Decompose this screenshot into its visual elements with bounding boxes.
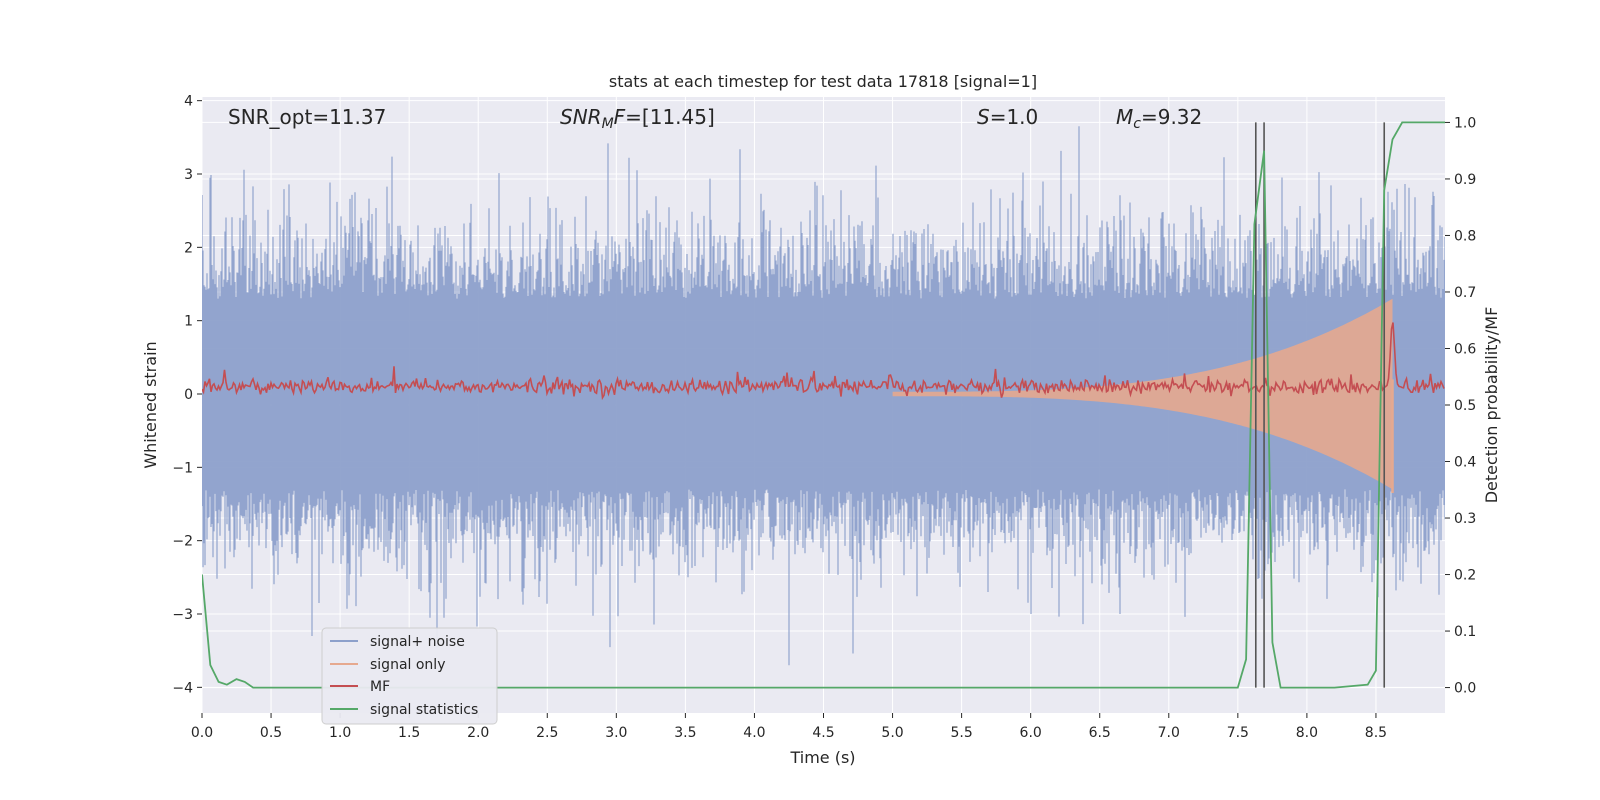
y2-tick-label: 1.0 xyxy=(1454,115,1476,131)
legend-label-signal-statistics: signal statistics xyxy=(370,702,478,718)
y-tick-label: 3 xyxy=(184,167,193,183)
y2-tick-label: 0.4 xyxy=(1454,455,1476,471)
mf-line xyxy=(202,322,1445,401)
signal-statistics-series xyxy=(202,121,1445,689)
mc-label: M xyxy=(1116,105,1133,129)
x-tick-label: 8.5 xyxy=(1365,725,1387,741)
x-tick-label: 5.0 xyxy=(881,725,903,741)
x-tick-label: 0.0 xyxy=(191,725,213,741)
x-tick-label: 6.0 xyxy=(1020,725,1042,741)
annotation-mc: Mc=9.32 xyxy=(1116,105,1202,132)
x-tick-label: 2.0 xyxy=(467,725,489,741)
x-axis: 0.0 0.5 1.0 1.5 2.0 2.5 3.0 3.5 4.0 4.5 5.0 5.5 6.0 6… xyxy=(191,713,1387,741)
snr-mf-subscript: M xyxy=(602,116,614,132)
x-tick-label: 7.5 xyxy=(1227,725,1249,741)
signal-only-series xyxy=(892,298,1394,493)
snr-mf-value: =[11.45] xyxy=(625,105,715,129)
x-tick-label: 1.5 xyxy=(398,725,420,741)
data-layer xyxy=(202,121,1445,689)
y2-axis-label: Detection probability/MF xyxy=(1482,307,1501,504)
y-tick-label: −1 xyxy=(172,460,193,476)
y-tick-label: −4 xyxy=(172,680,193,696)
mf-series xyxy=(202,322,1445,401)
x-tick-label: 3.5 xyxy=(674,725,696,741)
chart-title: stats at each timestep for test data 178… xyxy=(609,72,1037,91)
x-tick-label: 8.0 xyxy=(1296,725,1318,741)
y-tick-label: 1 xyxy=(184,314,193,330)
mc-value: =9.32 xyxy=(1141,105,1202,129)
snr-mf-suffix: F xyxy=(614,105,626,129)
y2-tick-label: 0.7 xyxy=(1454,285,1476,301)
annotation-snr-mf: SNRMF=[11.45] xyxy=(560,105,715,132)
legend: signal+ noise signal only MF signal stat… xyxy=(321,627,498,725)
y2-tick-label: 0.1 xyxy=(1454,624,1476,640)
y-tick-label: −3 xyxy=(172,607,193,623)
y2-tick-label: 0.8 xyxy=(1454,228,1476,244)
s-label: S xyxy=(977,105,990,129)
legend-label-mf: MF xyxy=(370,679,390,695)
x-tick-label: 3.0 xyxy=(605,725,627,741)
y-tick-label: −2 xyxy=(172,534,193,550)
y-tick-label: 0 xyxy=(184,387,193,403)
x-tick-label: 2.5 xyxy=(536,725,558,741)
y-tick-label: 4 xyxy=(184,94,193,110)
signal-only-envelope xyxy=(892,298,1393,490)
legend-label-signal-noise: signal+ noise xyxy=(370,634,465,650)
signal-statistics-line xyxy=(202,121,1445,689)
y2-tick-label: 0.0 xyxy=(1454,681,1476,697)
y2-tick-label: 0.6 xyxy=(1454,341,1476,357)
x-tick-label: 7.0 xyxy=(1158,725,1180,741)
y2-tick-label: 0.3 xyxy=(1454,511,1476,527)
mc-subscript: c xyxy=(1133,116,1141,132)
y-tick-label: 2 xyxy=(184,240,193,256)
x-tick-label: 4.5 xyxy=(812,725,834,741)
s-value: =1.0 xyxy=(990,105,1039,129)
y2-tick-label: 0.9 xyxy=(1454,172,1476,188)
x-tick-label: 0.5 xyxy=(260,725,282,741)
legend-label-signal-only: signal only xyxy=(370,657,445,673)
snr-mf-label: SNR xyxy=(560,105,602,129)
x-tick-label: 1.0 xyxy=(329,725,351,741)
y2-tick-label: 0.5 xyxy=(1454,398,1476,414)
x-tick-label: 6.5 xyxy=(1089,725,1111,741)
x-tick-label: 4.0 xyxy=(743,725,765,741)
y-axis-left: 4 3 2 1 0 −1 −2 −3 −4 xyxy=(172,94,202,696)
x-axis-label: Time (s) xyxy=(789,748,855,767)
annotation-snr-opt: SNR_opt=11.37 xyxy=(228,105,386,129)
y-axis-label: Whitened strain xyxy=(141,341,160,468)
x-tick-label: 5.5 xyxy=(950,725,972,741)
annotation-s: S=1.0 xyxy=(977,105,1038,129)
legend-box xyxy=(321,627,498,725)
y-axis-right: 1.0 0.9 0.8 0.7 0.6 0.5 0.4 0.3 0.2 0.1 0.0 xyxy=(1445,115,1476,697)
y2-tick-label: 0.2 xyxy=(1454,568,1476,584)
